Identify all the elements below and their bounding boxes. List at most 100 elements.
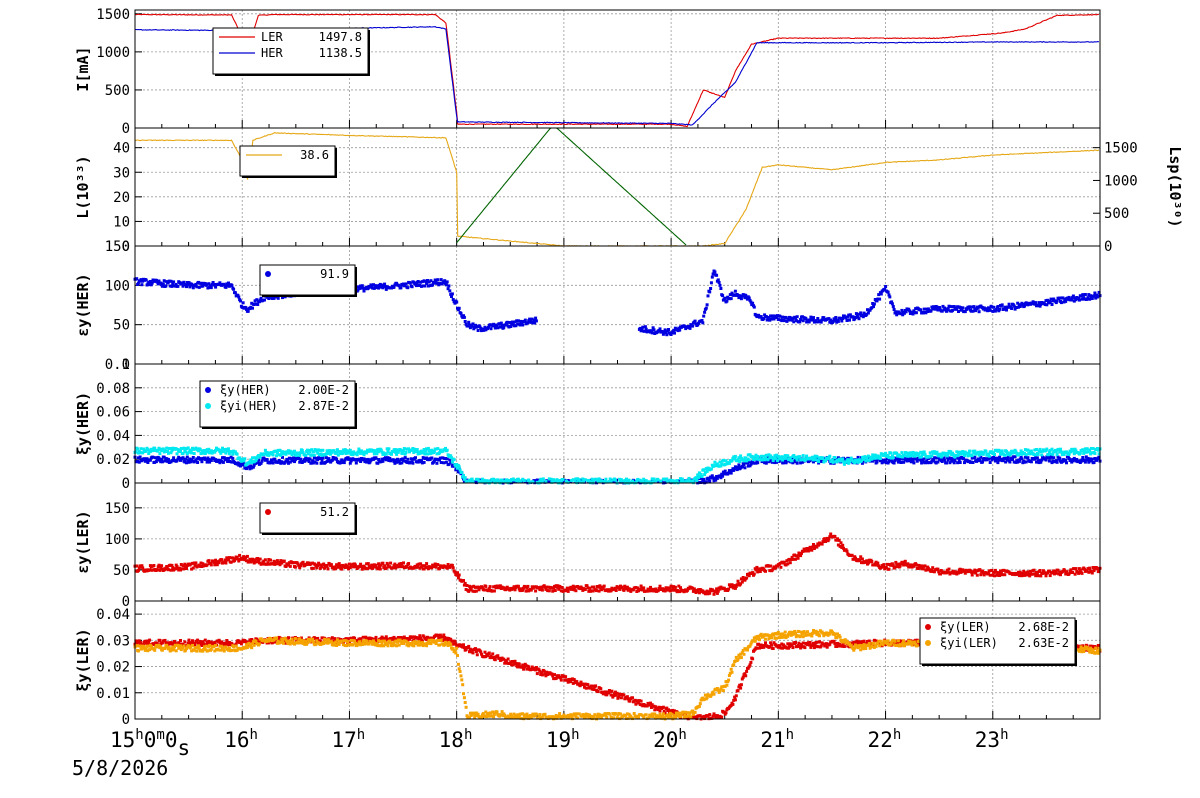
data-point [358, 457, 362, 461]
data-point [727, 297, 731, 301]
data-point [1088, 449, 1092, 453]
data-point [1000, 449, 1004, 453]
data-point [1089, 459, 1093, 463]
data-point [438, 456, 442, 460]
data-point [1085, 447, 1089, 451]
data-point [752, 572, 756, 576]
data-point [1074, 567, 1078, 571]
data-point [157, 456, 161, 460]
data-point [248, 638, 252, 642]
data-point [467, 589, 471, 593]
data-point [321, 448, 325, 452]
data-point [217, 458, 221, 462]
data-point [877, 564, 881, 568]
data-point [1029, 569, 1032, 573]
data-point [160, 460, 164, 464]
data-point [762, 454, 766, 458]
data-point [157, 563, 161, 567]
data-point [741, 576, 745, 579]
data-point [393, 461, 397, 465]
data-point [191, 286, 195, 290]
data-point [362, 453, 366, 457]
data-point [604, 477, 608, 481]
data-point [691, 589, 695, 593]
y-tick-label: 500 [105, 83, 130, 99]
data-point [1037, 449, 1041, 453]
data-point [421, 284, 425, 288]
data-point [263, 562, 266, 566]
data-point [978, 452, 982, 456]
data-point [752, 458, 755, 462]
data-point [788, 561, 792, 565]
data-point [978, 458, 982, 462]
data-point [908, 565, 912, 569]
data-point [358, 564, 362, 568]
data-point [1090, 457, 1094, 461]
y-tick-label: 0 [122, 594, 130, 610]
data-point [386, 563, 390, 567]
data-point [678, 590, 682, 594]
data-point [1034, 301, 1038, 305]
data-point [360, 565, 363, 568]
data-point [471, 322, 475, 326]
data-point [238, 462, 242, 465]
data-point [372, 449, 375, 452]
data-point [498, 322, 502, 326]
data-point [168, 447, 172, 451]
data-point [258, 298, 262, 302]
data-point [924, 311, 928, 315]
data-point [925, 307, 929, 311]
data-point [638, 326, 642, 330]
data-point [958, 567, 962, 571]
data-point [205, 448, 209, 452]
data-point [297, 564, 301, 568]
data-point [283, 450, 287, 454]
y-tick-label: 0.02 [96, 660, 130, 676]
data-point [724, 459, 728, 463]
data-point [194, 459, 198, 463]
data-point [968, 449, 972, 453]
data-point [708, 591, 712, 595]
data-point [863, 455, 867, 459]
data-point [926, 310, 930, 313]
data-point [883, 288, 887, 291]
data-point [160, 457, 164, 461]
data-point [764, 315, 768, 318]
data-point [419, 636, 423, 640]
data-point [1067, 572, 1071, 576]
data-point [279, 453, 283, 457]
data-point [1029, 460, 1033, 464]
data-point [316, 458, 320, 462]
data-point [450, 563, 454, 567]
data-point [970, 454, 974, 458]
data-point [1011, 455, 1015, 459]
data-point [677, 584, 681, 588]
data-point [714, 590, 718, 594]
data-point [785, 319, 789, 323]
data-point [1039, 302, 1043, 306]
data-point [248, 557, 252, 561]
data-point [218, 641, 222, 644]
data-point [475, 653, 479, 657]
data-point [176, 284, 180, 288]
data-point [314, 564, 318, 568]
data-point [414, 284, 418, 288]
data-point [800, 315, 804, 319]
data-point [1040, 453, 1044, 457]
data-point [990, 568, 994, 572]
data-point [1036, 303, 1040, 307]
data-point [184, 450, 188, 454]
data-point [233, 291, 237, 295]
data-point [717, 281, 721, 284]
data-point [438, 448, 442, 452]
data-point [311, 453, 315, 457]
data-point [155, 280, 159, 284]
data-point [287, 636, 290, 640]
data-point [519, 319, 523, 323]
data-point [822, 316, 826, 320]
data-point [733, 586, 737, 590]
data-point [500, 323, 504, 327]
data-point [1016, 460, 1020, 464]
data-point [253, 456, 257, 460]
data-point [751, 455, 755, 459]
